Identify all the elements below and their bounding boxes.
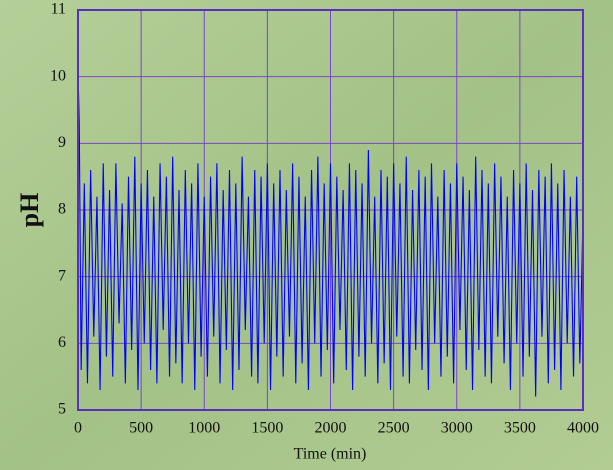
y-tick-label: 9 [58,134,66,151]
x-tick-label: 2000 [315,420,347,437]
y-tick-label: 6 [58,334,66,351]
x-tick-label: 500 [129,420,153,437]
x-tick-label: 2500 [378,420,410,437]
x-tick-label: 0 [74,420,82,437]
x-axis-label: Time (min) [294,446,367,463]
data-line [77,69,584,397]
y-tick-label: 7 [58,267,66,284]
y-tick-label: 5 [58,401,66,418]
x-tick-label: 4000 [567,420,599,437]
y-tick-label: 11 [51,1,66,18]
y-axis-label: pH [15,193,44,228]
x-tick-label: 3000 [441,420,473,437]
x-tick-label: 3500 [504,420,536,437]
y-tick-label: 10 [50,67,66,84]
x-tick-label: 1000 [188,420,220,437]
y-tick-label: 8 [58,201,66,218]
x-tick-label: 1500 [251,420,283,437]
plot-frame [77,9,584,411]
